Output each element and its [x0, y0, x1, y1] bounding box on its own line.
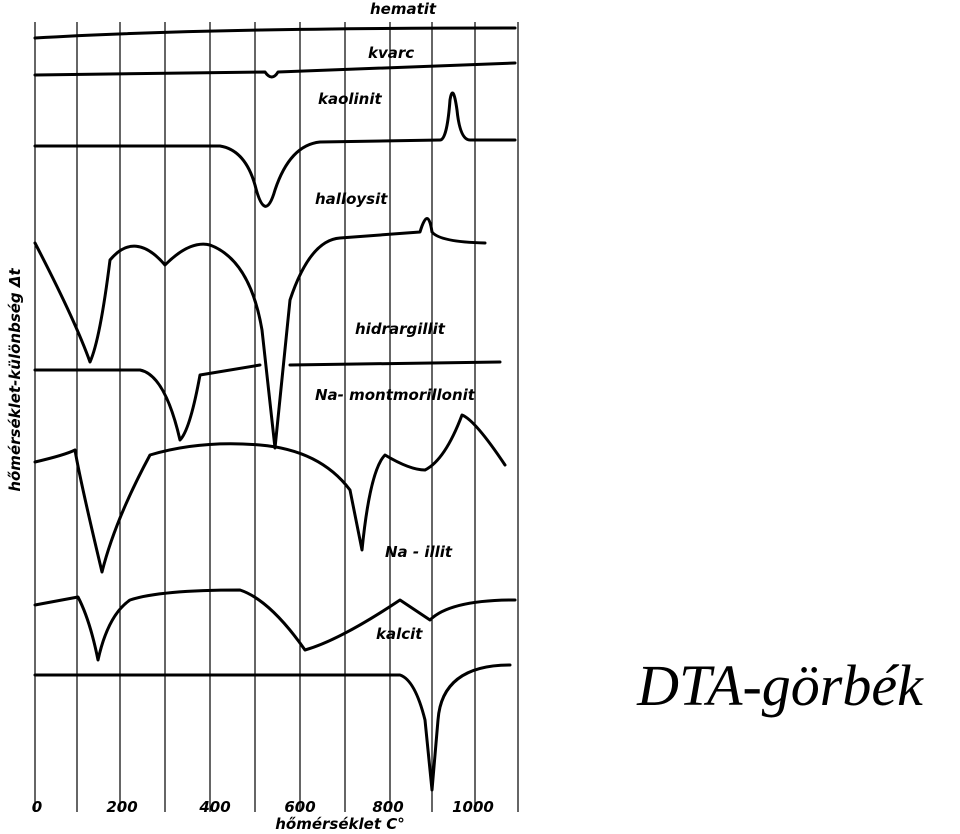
curve-label: kvarc	[368, 44, 414, 62]
x-tick-label: 800	[372, 798, 403, 816]
curve-label: Na - illit	[385, 543, 453, 561]
curve-label: kaolinit	[318, 90, 383, 108]
curve-label: hematit	[370, 0, 437, 18]
x-tick-label: 1000	[452, 798, 494, 816]
x-tick-label: 0	[32, 798, 42, 816]
curves	[33, 26, 517, 792]
x-tick-label: 200	[106, 798, 137, 816]
curve-label: hidrargillit	[355, 320, 446, 338]
title: DTA-görbék	[636, 653, 924, 718]
x-tick-label: 400	[198, 798, 230, 816]
y-axis-label: hőmérséklet-különbség Δt	[6, 268, 24, 492]
x-tick-label: 600	[284, 798, 315, 816]
curve-label: Na- montmorillonit	[315, 386, 476, 404]
grid	[34, 22, 519, 812]
x-axis-label: hőmérséklet C°	[275, 815, 404, 833]
curve-label: kalcit	[376, 625, 423, 643]
curve-label: halloysit	[315, 190, 388, 208]
